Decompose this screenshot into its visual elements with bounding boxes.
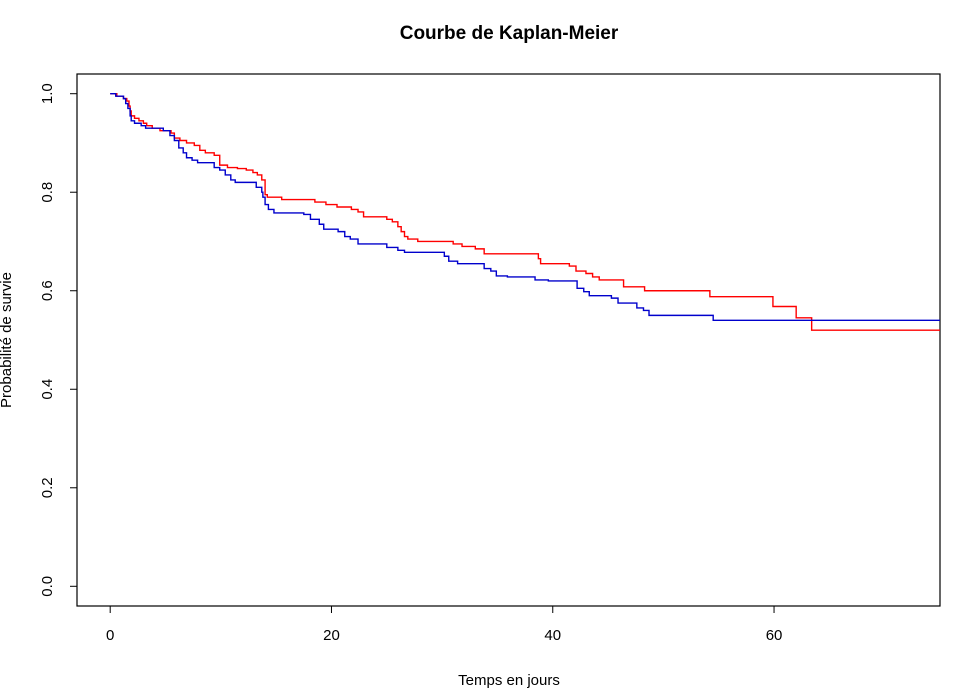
x-tick-label: 60 xyxy=(766,627,783,644)
y-tick-label: 0.6 xyxy=(39,280,56,301)
y-tick-label: 0.0 xyxy=(39,576,56,597)
plot-frame xyxy=(76,73,941,607)
x-axis-label: Temps en jours xyxy=(458,672,560,689)
survival-curve-2 xyxy=(110,93,940,321)
chart-title: Courbe de Kaplan-Meier xyxy=(400,23,619,44)
plot-area xyxy=(110,93,940,331)
x-tick-label: 40 xyxy=(544,627,561,644)
x-tick-label: 20 xyxy=(323,627,340,644)
survival-curve-1 xyxy=(110,93,940,331)
x-axis: 0 20 40 60 xyxy=(106,605,783,644)
x-tick-label: 0 xyxy=(106,627,114,644)
y-tick-label: 0.2 xyxy=(39,477,56,498)
y-axis: 0.0 0.2 0.4 0.6 0.8 1.0 xyxy=(39,83,78,597)
y-tick-label: 0.4 xyxy=(39,379,56,400)
y-tick-label: 1.0 xyxy=(39,83,56,104)
y-axis-label: Probabilité de survie xyxy=(0,272,15,408)
y-tick-label: 0.8 xyxy=(39,182,56,203)
